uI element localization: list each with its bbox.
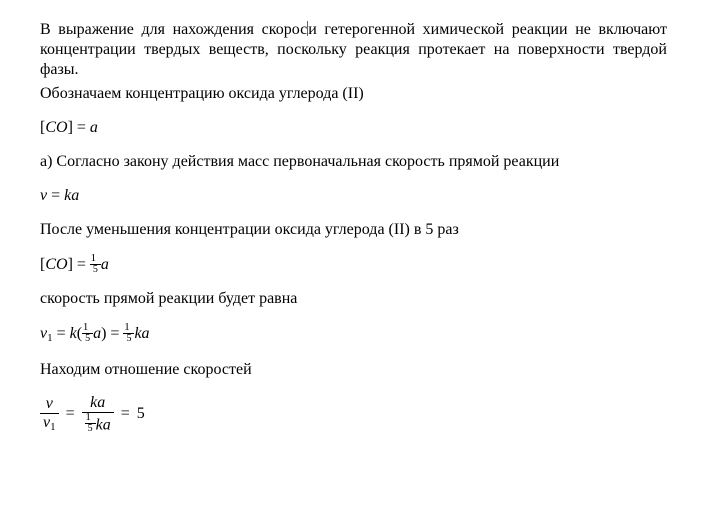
eq5-frac-right-den-ka: ka [96,416,111,433]
eq4-onefifth2-den: 5 [123,333,134,343]
eq1-bracket-close: ] [68,119,73,136]
eq1-co: CO [45,119,67,136]
eq5-onefifth-den: 5 [85,423,96,433]
eq4-ka: ka [134,325,149,342]
eq5-onefifth: 1 5 [85,413,96,433]
paragraph-6: Находим отношение скоростей [40,360,667,380]
eq4-close: ) [101,325,106,342]
equation-5: v v1 = ka 1 5 ka = 5 [40,394,667,433]
paragraph-5: скорость прямой реакции будет равна [40,289,667,309]
eq4-onefifth-den: 5 [82,333,93,343]
eq2-ka: ka [64,187,79,204]
eq3-co: CO [45,256,67,273]
eq5-frac-right-num: ka [82,394,114,413]
eq2-v: v [40,187,47,204]
eq5-equals-1: = [63,404,78,424]
eq5-frac-right-den: 1 5 ka [82,413,114,434]
eq5-equals-2: = [118,404,133,424]
eq5-result: 5 [137,404,145,424]
paragraph-4: После уменьшения концентрации оксида угл… [40,220,667,240]
equation-2: v = ka [40,186,667,206]
eq4-sub1: 1 [47,332,53,344]
eq3-equals: = [77,256,86,273]
equation-3: [CO] = 1 5 a [40,254,667,275]
eq4-equals-2: = [110,325,119,342]
eq3-a: a [101,256,109,273]
eq5-frac-left-den: v1 [40,414,59,433]
eq5-frac-left: v v1 [40,395,59,433]
eq2-equals: = [51,187,60,204]
eq4-onefifth: 1 5 [82,323,93,343]
eq3-bracket-close: ] [68,256,73,273]
eq5-frac-left-den-sub: 1 [50,421,56,433]
eq1-a: a [90,119,98,136]
eq1-equals: = [77,119,86,136]
eq4-k: k [70,325,77,342]
document-page: В выражение для нахождения скороси гетер… [0,0,707,433]
eq4-equals-1: = [57,325,66,342]
paragraph-1: В выражение для нахождения скороси гетер… [40,20,667,80]
eq5-frac-left-num: v [40,395,59,414]
equation-1: [CO] = a [40,118,667,138]
equation-4: v1 = k( 1 5 a) = 1 5 ka [40,323,667,346]
eq4-onefifth-2: 1 5 [123,323,134,343]
eq3-onefifth-den: 5 [90,264,101,274]
eq5-onefifth-num: 1 [83,413,94,423]
eq3-onefifth: 1 5 [90,254,101,274]
paragraph-2: Обозначаем концентрацию оксида углерода … [40,84,667,104]
eq4-onefifth-num: 1 [80,323,91,333]
eq3-onefifth-num: 1 [88,254,99,264]
paragraph-3: а) Согласно закону действия масс первона… [40,152,667,172]
eq4-onefifth2-num: 1 [121,323,132,333]
eq5-frac-right: ka 1 5 ka [82,394,114,433]
paragraph-1-text-a: В выражение для нахождения скорос [40,21,307,38]
eq4-a: a [93,325,101,342]
